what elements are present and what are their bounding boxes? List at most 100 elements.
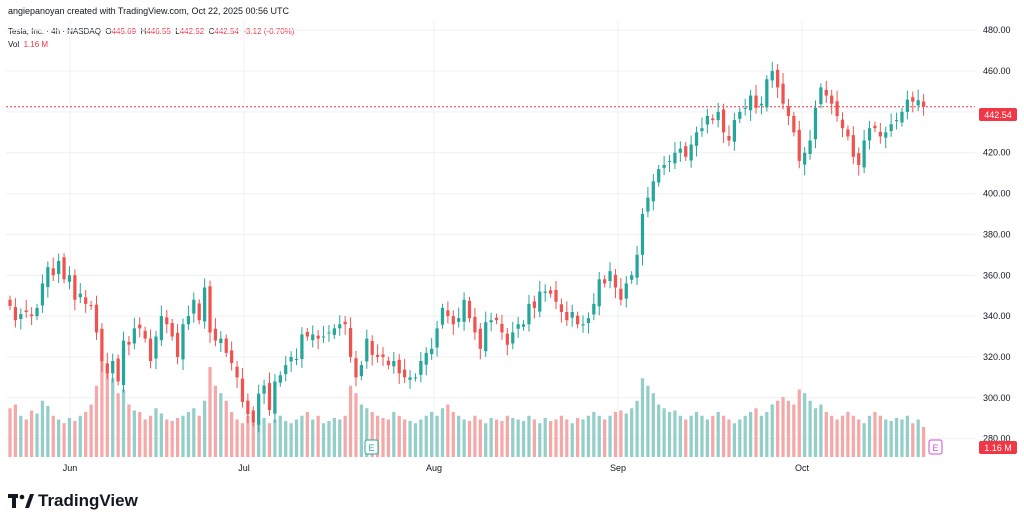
volume-bar xyxy=(375,415,380,457)
volume-bars xyxy=(8,352,926,457)
candle-body xyxy=(511,332,515,344)
candle-body xyxy=(846,129,850,137)
candle-body xyxy=(202,287,207,322)
candle-body xyxy=(516,324,520,329)
volume-bar xyxy=(213,385,218,457)
candle-body xyxy=(505,333,509,345)
candle-body xyxy=(608,271,612,281)
volume-bar xyxy=(284,421,288,457)
volume-bar xyxy=(851,415,855,457)
volume-bar xyxy=(165,419,169,457)
tradingview-logo[interactable]: TradingView xyxy=(8,491,138,511)
volume-bar xyxy=(770,404,774,457)
candle-body xyxy=(586,318,591,324)
volume-bar xyxy=(921,427,926,457)
earnings-marker-1[interactable]: E xyxy=(364,439,379,455)
volume-bar xyxy=(657,404,661,457)
volume-bar xyxy=(24,419,28,457)
volume-bar xyxy=(181,415,185,457)
candle-body xyxy=(478,328,482,349)
candle-body xyxy=(143,330,147,339)
candle-body xyxy=(619,288,623,300)
volume-bar xyxy=(246,415,250,457)
candle-body xyxy=(305,332,309,337)
volume-bar xyxy=(440,408,445,457)
volume-bar xyxy=(13,404,18,457)
candle-body xyxy=(300,334,304,359)
candle-body xyxy=(921,101,926,107)
open-value: 445.69 xyxy=(111,27,137,36)
candle-body xyxy=(862,140,866,168)
volume-bar xyxy=(348,385,353,457)
volume-bar xyxy=(716,412,720,457)
volume-bar xyxy=(592,412,596,457)
y-tick-label: 420.00 xyxy=(983,148,1011,158)
candle-body xyxy=(462,299,466,322)
volume-bar xyxy=(678,415,682,457)
volume-bar xyxy=(78,415,82,457)
candle-body xyxy=(489,320,493,323)
volume-bar xyxy=(175,418,180,457)
volume-bar xyxy=(100,352,104,457)
volume-bar xyxy=(208,367,212,457)
candle-body xyxy=(127,341,131,345)
volume-bar xyxy=(916,419,920,457)
candle-body xyxy=(116,358,120,382)
candle-body xyxy=(792,115,796,133)
candle-body xyxy=(311,334,315,341)
volume-bar xyxy=(305,412,309,457)
volume-bar xyxy=(792,404,796,457)
volume-bar xyxy=(408,421,412,457)
volume-bar xyxy=(392,412,396,457)
x-tick-label: Sep xyxy=(610,463,626,473)
candle-body xyxy=(721,109,726,133)
candle-body xyxy=(430,348,434,355)
volume-bar xyxy=(689,415,693,457)
candle-body xyxy=(316,335,320,339)
earnings-marker-2[interactable]: E xyxy=(928,439,943,455)
volume-bar xyxy=(240,423,245,457)
volume-bar xyxy=(154,408,158,457)
earnings-marker-box xyxy=(928,439,943,455)
volume-bar xyxy=(505,415,509,457)
candle-body xyxy=(673,152,677,164)
x-tick-label: Jun xyxy=(63,463,78,473)
x-tick-label: Aug xyxy=(426,463,442,473)
candle-body xyxy=(738,111,742,119)
volume-bar xyxy=(62,423,66,457)
volume-bar xyxy=(435,415,439,457)
candle-body xyxy=(8,299,12,306)
symbol-name[interactable]: Tesla, Inc. · 4h · NASDAQ xyxy=(8,27,101,36)
volume-bar xyxy=(548,421,553,457)
volume-bar xyxy=(257,421,261,457)
x-tick-label: Oct xyxy=(795,463,810,473)
volume-bar xyxy=(251,419,255,457)
candle-body xyxy=(327,332,331,334)
candle-body xyxy=(603,279,607,284)
candle-body xyxy=(559,304,564,313)
volume-bar xyxy=(219,393,223,457)
volume-bar xyxy=(192,408,196,457)
volume-bar xyxy=(419,419,423,457)
candle-body xyxy=(440,307,445,325)
volume-bar xyxy=(170,421,174,457)
volume-bar xyxy=(776,400,780,457)
volume-bar xyxy=(786,400,791,457)
candle-body xyxy=(662,164,666,168)
candle-body xyxy=(181,324,185,360)
candle-body xyxy=(354,358,358,378)
candle-body xyxy=(592,303,596,315)
candle-body xyxy=(527,303,531,325)
candle-body xyxy=(413,377,418,379)
candle-body xyxy=(732,120,737,142)
candle-body xyxy=(262,385,266,394)
volume-bar xyxy=(338,419,342,457)
candle-body xyxy=(375,354,380,357)
volume-bar xyxy=(500,421,504,457)
volume-bar xyxy=(835,419,839,457)
volume-bar xyxy=(754,408,758,457)
high-value: 446.55 xyxy=(146,27,171,36)
candle-body xyxy=(186,316,191,325)
candle-body xyxy=(332,328,336,335)
